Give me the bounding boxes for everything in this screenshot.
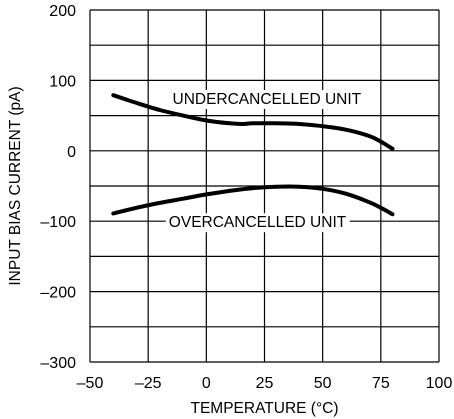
x-tick-label: 100 [426, 375, 453, 392]
x-tick-labels: –50 –25 0 25 50 75 100 [77, 375, 453, 392]
x-axis-label: TEMPERATURE (°C) [191, 400, 339, 417]
x-tick-label: 50 [314, 375, 332, 392]
overcancelled-curve [111, 184, 395, 217]
undercancelled-label: UNDERCANCELLED UNIT [173, 91, 362, 108]
y-tick-label: –200 [40, 285, 76, 302]
x-tick-label: –25 [135, 375, 162, 392]
overcancelled-label: OVERCANCELLED UNIT [169, 214, 347, 231]
data-curves [111, 93, 395, 217]
y-tick-label: –100 [40, 214, 76, 231]
x-tick-label: –50 [77, 375, 104, 392]
annotation-background [165, 213, 350, 233]
y-tick-labels: –300 –200 –100 0 100 200 [40, 3, 76, 372]
y-tick-label: 200 [49, 3, 76, 20]
y-axis-label: INPUT BIAS CURRENT (pA) [7, 86, 24, 285]
y-tick-label: 0 [67, 144, 76, 161]
y-tick-label: 100 [49, 73, 76, 90]
x-tick-label: 0 [202, 375, 211, 392]
x-tick-label: 75 [372, 375, 390, 392]
annotation-background [169, 90, 365, 109]
undercancelled-curve [111, 93, 395, 151]
annotations: UNDERCANCELLED UNIT OVERCANCELLED UNIT [169, 91, 362, 231]
x-tick-label: 25 [256, 375, 274, 392]
y-tick-label: –300 [40, 355, 76, 372]
